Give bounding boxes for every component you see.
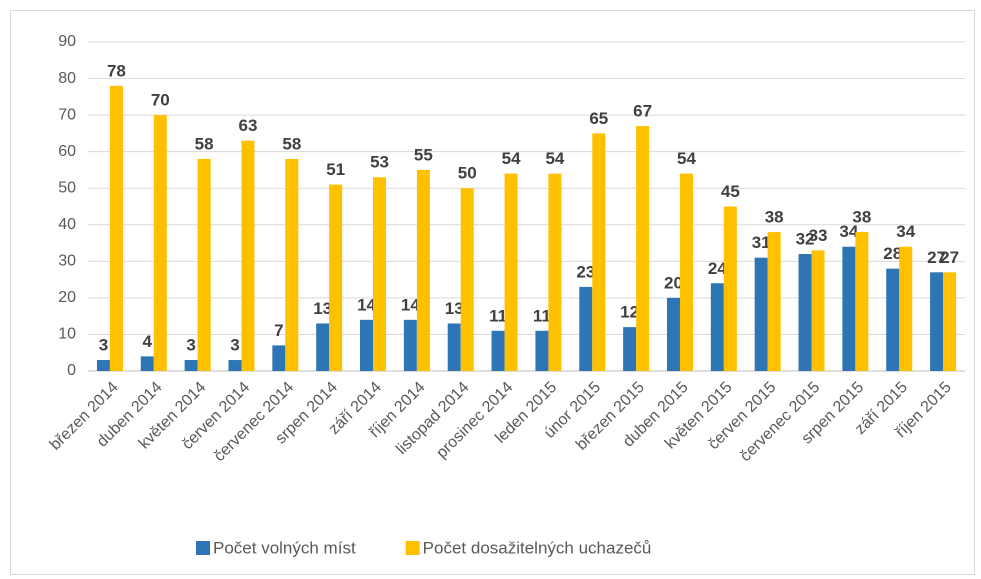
bar <box>416 169 430 371</box>
bar <box>943 272 957 371</box>
data-label: 11 <box>533 306 551 325</box>
y-tick-label: 90 <box>58 33 76 50</box>
data-label: 27 <box>927 248 946 267</box>
data-label: 11 <box>489 306 507 325</box>
bar <box>329 184 343 371</box>
data-label: 58 <box>282 134 301 153</box>
bar <box>228 360 242 371</box>
data-label: 3 <box>99 336 108 355</box>
data-label: 13 <box>445 299 464 318</box>
bar <box>723 206 737 371</box>
bar <box>197 158 211 371</box>
data-label: 58 <box>195 134 214 153</box>
legend-swatch <box>196 541 210 555</box>
y-tick-label: 80 <box>58 70 76 87</box>
bar <box>504 173 518 371</box>
bar <box>109 85 123 371</box>
data-label: 13 <box>313 299 332 318</box>
bar <box>855 232 869 371</box>
bar <box>754 257 768 371</box>
bar <box>886 268 900 371</box>
bar <box>930 272 944 371</box>
data-label: 32 <box>796 230 815 249</box>
data-label: 55 <box>414 145 433 164</box>
bar <box>811 250 825 371</box>
bar <box>592 133 606 371</box>
y-tick-label: 20 <box>58 289 76 306</box>
data-label: 23 <box>576 262 595 281</box>
bar <box>241 140 255 371</box>
y-tick-label: 10 <box>58 326 76 343</box>
bar <box>679 173 693 371</box>
bar <box>767 232 781 371</box>
bar <box>666 297 680 371</box>
bar <box>798 254 812 371</box>
data-label: 34 <box>839 222 858 241</box>
data-label: 27 <box>940 248 959 267</box>
data-label: 45 <box>721 182 740 201</box>
bar <box>636 126 650 371</box>
data-label: 3 <box>186 336 195 355</box>
data-label: 38 <box>852 208 871 227</box>
data-label: 54 <box>502 149 521 168</box>
bar <box>153 115 167 371</box>
bar <box>316 323 330 371</box>
data-label: 67 <box>633 102 652 121</box>
data-label: 50 <box>458 164 477 183</box>
data-label: 70 <box>151 91 170 110</box>
data-label: 54 <box>677 149 696 168</box>
data-label: 28 <box>883 244 902 263</box>
bar <box>373 177 387 371</box>
data-label: 31 <box>752 233 771 252</box>
bar <box>285 158 299 371</box>
legend-swatch <box>405 541 420 555</box>
data-label: 34 <box>896 222 915 241</box>
data-label: 24 <box>708 259 727 278</box>
y-tick-label: 40 <box>58 216 76 233</box>
bar <box>842 246 856 371</box>
data-label: 7 <box>274 321 283 340</box>
data-label: 78 <box>107 61 126 80</box>
bar <box>360 319 374 371</box>
data-label: 14 <box>401 295 420 314</box>
data-label: 3 <box>230 336 239 355</box>
legend-label: Počet volných míst <box>213 538 356 557</box>
bar <box>899 246 913 371</box>
data-label: 38 <box>765 208 784 227</box>
bar <box>579 286 593 371</box>
bar <box>710 283 724 371</box>
y-tick-label: 60 <box>58 143 76 160</box>
data-label: 53 <box>370 153 389 172</box>
bar <box>460 188 474 371</box>
bar <box>140 356 154 371</box>
legend-label: Počet dosažitelných uchazečů <box>423 538 652 557</box>
bar <box>272 345 286 371</box>
bar <box>491 330 505 371</box>
bar <box>96 360 110 371</box>
bar <box>548 173 562 371</box>
data-label: 12 <box>620 303 639 322</box>
y-tick-label: 30 <box>58 253 76 270</box>
data-label: 54 <box>545 149 564 168</box>
data-label: 63 <box>239 116 258 135</box>
y-tick-label: 70 <box>58 106 76 123</box>
data-label: 4 <box>143 332 153 351</box>
bar <box>184 360 198 371</box>
data-label: 33 <box>809 226 828 245</box>
data-label: 14 <box>357 295 376 314</box>
bar <box>403 319 417 371</box>
data-label: 20 <box>664 273 683 292</box>
bar <box>447 323 461 371</box>
bar <box>623 327 637 371</box>
y-tick-label: 50 <box>58 179 76 196</box>
bar <box>535 330 549 371</box>
data-label: 51 <box>326 160 345 179</box>
data-label: 65 <box>589 109 608 128</box>
y-tick-label: 0 <box>67 362 76 379</box>
